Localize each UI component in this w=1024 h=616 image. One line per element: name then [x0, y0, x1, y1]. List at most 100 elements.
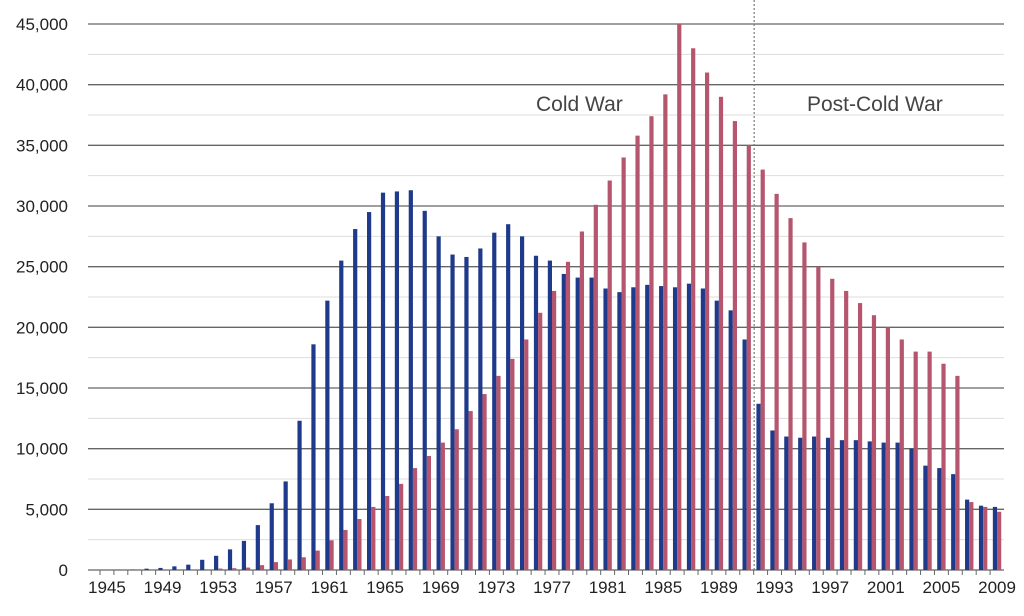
x-tick-label: 1993	[756, 578, 794, 597]
us-bar-1955	[241, 540, 247, 570]
x-tick-label: 1997	[811, 578, 849, 597]
ussr-bar-2007	[969, 502, 974, 570]
us-bar-1952	[200, 559, 205, 570]
ussr-bar-1970	[454, 429, 459, 570]
ussr-bar-1954	[232, 568, 237, 570]
us-bar-1963	[353, 229, 358, 570]
us-bar-1950	[172, 566, 177, 570]
x-tick-label: 1961	[311, 578, 349, 597]
ussr-bar-2003	[913, 351, 918, 570]
annotation-cold-war: Cold War	[536, 93, 623, 116]
us-bar-1976	[533, 255, 539, 570]
ussr-bar-1974	[510, 358, 515, 570]
ussr-bar-2005	[941, 363, 946, 570]
ussr-bar-1968	[426, 455, 432, 570]
us-bar-2004	[923, 465, 928, 570]
us-bar-1990	[728, 310, 733, 570]
y-tick-label: 30,000	[16, 197, 68, 216]
ussr-bar-1978	[565, 261, 571, 570]
ussr-bar-2006	[955, 375, 960, 570]
us-bar-1999	[853, 440, 858, 570]
ussr-bar-1984	[649, 116, 654, 571]
ussr-bar-1969	[440, 442, 445, 570]
us-bar-1970	[450, 254, 455, 571]
us-bar-1960	[311, 344, 316, 570]
us-bar-1988	[700, 288, 705, 570]
us-bar-2000	[867, 441, 872, 570]
us-bar-1954	[227, 549, 233, 570]
us-bar-1985	[659, 286, 664, 570]
ussr-bar-2001	[885, 327, 890, 570]
x-tick-label: 2009	[978, 578, 1016, 597]
ussr-bar-1958	[287, 559, 292, 570]
ussr-bar-1983	[635, 135, 640, 571]
us-bar-1966	[394, 191, 400, 570]
us-bar-1953	[214, 555, 219, 570]
us-bar-2009	[992, 506, 998, 570]
us-bar-2003	[909, 448, 914, 570]
us-bar-1986	[672, 287, 678, 570]
ussr-bar-1998	[844, 290, 849, 570]
ussr-bar-1993	[774, 193, 779, 570]
ussr-bar-1963	[357, 519, 362, 570]
ussr-bar-1960	[315, 550, 320, 570]
us-bar-1983	[631, 287, 636, 570]
ussr-bar-1999	[857, 303, 863, 570]
us-bar-2001	[881, 442, 886, 570]
ussr-bar-1966	[399, 483, 404, 570]
us-bar-1965	[380, 192, 386, 571]
ussr-bar-1995	[802, 242, 807, 570]
x-tick-label: 1985	[644, 578, 682, 597]
x-tick-label: 1977	[533, 578, 571, 597]
ussr-bar-1997	[830, 278, 835, 570]
x-tick-label: 1969	[422, 578, 460, 597]
us-bar-2008	[978, 505, 984, 570]
us-bar-2005	[937, 468, 942, 570]
us-bar-1972	[478, 248, 483, 570]
ussr-bar-1955	[246, 567, 251, 570]
y-tick-label: 45,000	[16, 15, 68, 34]
us-bar-1962	[339, 260, 344, 570]
us-bar-1956	[255, 525, 260, 570]
us-bar-2007	[965, 499, 970, 570]
us-bar-1997	[825, 437, 831, 570]
us-bar-1971	[464, 256, 469, 570]
us-bar-1958	[283, 481, 288, 570]
ussr-bar-2002	[899, 339, 904, 570]
x-tick-label: 1965	[366, 578, 404, 597]
ussr-bar-1996	[816, 266, 821, 570]
ussr-bar-2009	[997, 511, 1002, 570]
ussr-bar-1956	[259, 565, 265, 570]
bars	[102, 24, 1002, 571]
us-bar-1975	[519, 236, 525, 571]
ussr-bar-1982	[621, 157, 626, 570]
annotation-post-cold-war: Post-Cold War	[807, 93, 943, 116]
ussr-bar-1953	[218, 568, 223, 570]
us-bar-2006	[951, 474, 956, 570]
us-bar-1996	[812, 436, 817, 570]
us-bar-1957	[269, 503, 274, 570]
us-bar-1949	[158, 567, 163, 570]
ussr-bar-1971	[468, 411, 473, 570]
ussr-bar-1992	[760, 169, 765, 570]
ussr-bar-2008	[983, 506, 988, 570]
ussr-bar-1986	[677, 24, 682, 570]
y-tick-label: 5,000	[25, 500, 68, 519]
ussr-bar-1975	[524, 339, 529, 570]
x-tick-label: 1945	[88, 578, 126, 597]
ussr-bar-1959	[301, 557, 306, 570]
us-bar-1993	[770, 430, 775, 570]
us-bar-1995	[798, 437, 803, 570]
us-bar-1998	[839, 440, 845, 570]
ussr-bar-1962	[343, 529, 348, 570]
ussr-bar-1979	[579, 231, 585, 571]
ussr-bar-2000	[871, 315, 877, 570]
us-bar-1991	[742, 339, 747, 570]
x-tick-label: 1989	[700, 578, 738, 597]
us-bar-1978	[561, 273, 566, 570]
us-bar-1981	[603, 288, 608, 570]
ussr-bar-1990	[732, 121, 737, 571]
us-bar-1974	[506, 224, 511, 570]
us-bar-1967	[408, 190, 413, 570]
